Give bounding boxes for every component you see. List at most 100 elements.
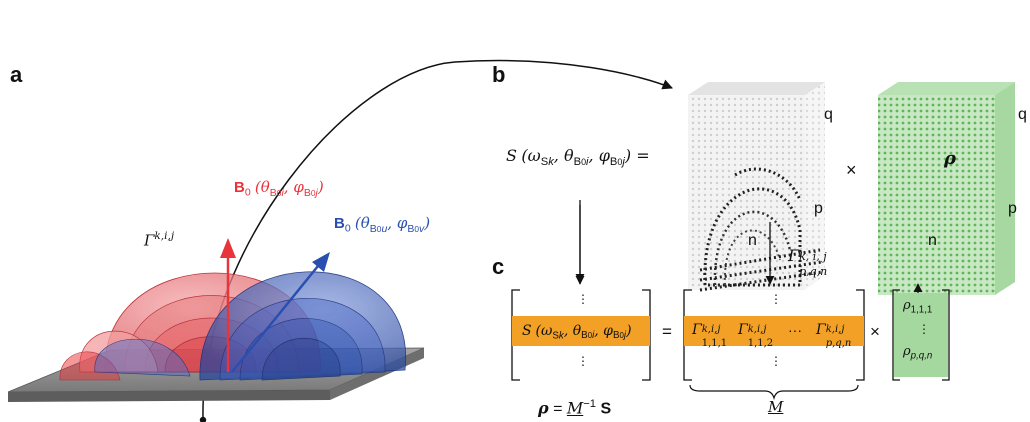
lhs-sub-0-i: 0 — [581, 156, 587, 167]
bracket-rho — [892, 289, 950, 381]
cube2-label-q: q — [1018, 106, 1027, 123]
red-B: B — [234, 179, 245, 196]
m3-sub: p,q,n — [825, 338, 852, 349]
m2-sup: k,i,j — [747, 324, 767, 335]
m1-sub: 1,1,1 — [701, 338, 728, 349]
row-phi: , φ — [594, 323, 613, 339]
rho-cube-label: ρ — [944, 148, 956, 169]
row-sub-0-j: 0 — [619, 331, 624, 341]
red-phi: , φ — [283, 178, 304, 196]
gamma-arrow-symbol: Γ — [788, 246, 800, 265]
blue-vector-arrow — [231, 252, 330, 373]
blue-sub2b: 0 — [414, 223, 420, 234]
lhs-phi: , φ — [588, 146, 610, 165]
panel-label-a: a — [10, 62, 23, 87]
red-sub1: B — [269, 186, 277, 199]
red-zero: 0 — [244, 186, 251, 199]
gamma-symbol: Γ — [144, 231, 155, 250]
blue-theta: (θ — [354, 214, 370, 232]
blue-sub2: B — [407, 222, 415, 235]
times-b: × — [846, 160, 857, 180]
cube2-label-n: n — [928, 232, 937, 249]
gamma-label-a: Γk,i,j — [144, 230, 174, 249]
blue-B: B — [334, 215, 345, 232]
blue-sub2c: v — [419, 222, 425, 235]
m2-gamma: Γ — [738, 322, 748, 338]
red-sub2b: 0 — [310, 187, 316, 198]
rho-top-symbol: ρ — [903, 298, 911, 313]
vdots-S-bottom: ⋮ — [577, 354, 589, 368]
m3-gamma: Γ — [816, 322, 826, 338]
vdots-M-top: ⋮ — [770, 292, 782, 306]
lhs-sub-B-j: B — [609, 155, 618, 168]
lhs-expression: S (ωSk, θB0i, φB0j) = — [506, 146, 650, 168]
formula-M: M — [566, 398, 584, 418]
lhs-sub-0-j: 0 — [617, 156, 623, 167]
red-vector-label: B0 (θB0i, φB0j) — [234, 178, 324, 199]
m2-sub: 1,1,2 — [747, 338, 774, 349]
formula-S: S — [596, 400, 612, 418]
blue-phi: , φ — [387, 214, 408, 232]
row-sub-0-i: 0 — [587, 331, 593, 341]
rho-bottom-sub: p,q,n — [910, 350, 933, 362]
blue-close: ) — [424, 214, 431, 232]
brace-M — [689, 384, 859, 401]
rho-bottom: ρp,q,n — [903, 344, 932, 361]
row-M-highlight — [684, 316, 864, 346]
row-S: S — [522, 323, 532, 339]
lhs-sub-k: k — [548, 155, 554, 168]
gamma-arrow-sup: k, i, j — [799, 250, 827, 263]
brace-label-M: M — [768, 398, 784, 416]
blue-sub1: B — [369, 222, 377, 235]
lhs-omega: (ω — [521, 146, 541, 165]
gamma-sup: k,i,j — [154, 230, 175, 242]
vdots-S-top: ⋮ — [577, 292, 589, 306]
row-S-text: S (ωSk, θB0i, φB0j) — [522, 322, 632, 341]
solution-formula: ρ = M−1 S — [538, 398, 611, 419]
row-sub-i: i — [592, 330, 595, 342]
rho-top: ρ1,1,1 — [903, 298, 932, 315]
vdots-M-bottom: ⋮ — [770, 354, 782, 368]
row-sub-B-j: B — [612, 330, 620, 342]
row-sub-B-i: B — [581, 330, 588, 342]
red-theta: (θ — [254, 178, 270, 196]
red-sub2: B — [303, 186, 311, 199]
lhs-S: S — [506, 146, 517, 165]
rho-vector-fill — [894, 293, 948, 377]
formula-rho: ρ — [538, 398, 549, 418]
equals-c: = — [662, 322, 672, 341]
gamma-pointer-dot — [199, 416, 207, 422]
vdots-rho: ⋮ — [918, 322, 930, 336]
blue-field-shells — [94, 271, 407, 381]
lhs-close: ) = — [624, 146, 650, 165]
lhs-theta: , θ — [553, 146, 574, 165]
m3-sup: k,i,j — [825, 324, 845, 335]
cube1-label-n: n — [748, 232, 757, 249]
lhs-sub-i: i — [586, 155, 589, 168]
row-sub-S: S — [552, 330, 559, 342]
m1-sup: k,i,j — [701, 324, 721, 335]
formula-equals: = — [548, 400, 567, 418]
red-sub2c: j — [315, 186, 318, 199]
lhs-sub-B-i: B — [573, 155, 582, 168]
blue-zero: 0 — [344, 222, 351, 235]
cube1-label-p: p — [814, 200, 823, 217]
formula-inverse: −1 — [583, 398, 597, 410]
rho-bottom-symbol: ρ — [903, 344, 911, 359]
row-theta: , θ — [563, 323, 582, 339]
red-sub1c: i — [281, 186, 284, 199]
red-vector-arrow — [220, 238, 236, 372]
lhs-sub-S: S — [540, 155, 549, 168]
row-S-highlight — [512, 316, 650, 346]
panel-label-c: c — [492, 254, 505, 279]
row-close: ) — [626, 323, 632, 339]
matrix-dots: ··· — [788, 322, 802, 338]
row-sub-j: j — [623, 330, 627, 342]
blue-sub1c: u — [381, 222, 388, 235]
m1-gamma: Γ — [692, 322, 702, 338]
blue-vector-label: B0 (θB0u, φB0v) — [334, 214, 430, 235]
